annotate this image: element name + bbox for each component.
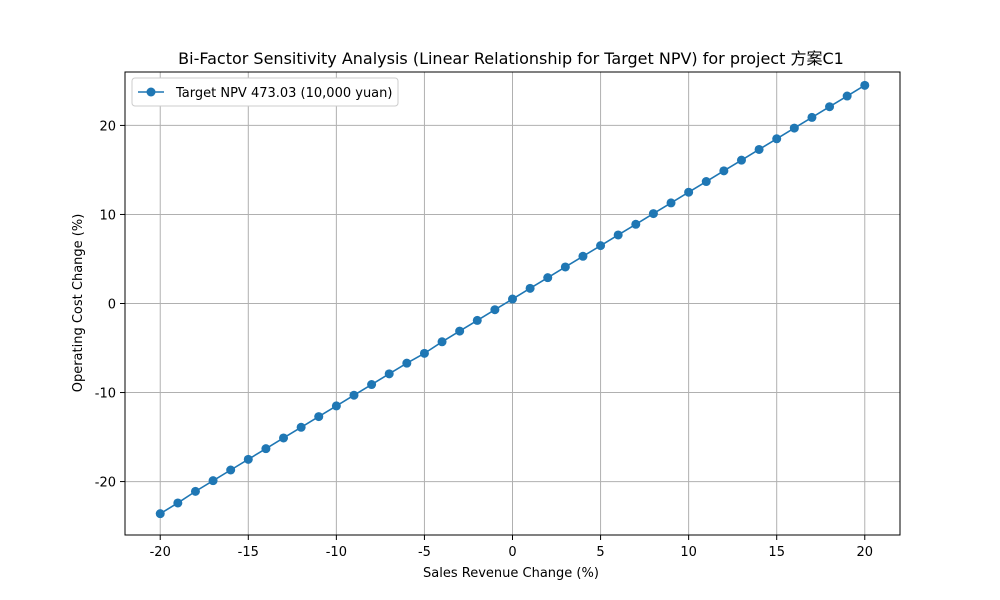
data-point <box>155 509 165 519</box>
y-tick-label: 20 <box>99 119 116 134</box>
data-point <box>190 486 200 496</box>
data-point <box>613 230 623 240</box>
x-tick-label: 20 <box>856 545 873 560</box>
y-axis: -20 -10 0 10 20 <box>95 119 125 491</box>
data-point <box>402 358 412 368</box>
series-layer <box>155 80 870 519</box>
data-point <box>560 262 570 272</box>
y-tick-label: -20 <box>95 476 116 491</box>
x-tick-label: -15 <box>238 545 259 560</box>
y-axis-label: Operating Cost Change (%) <box>71 214 86 393</box>
x-axis-label: Sales Revenue Change (%) <box>423 566 599 581</box>
chart-title: Bi-Factor Sensitivity Analysis (Linear R… <box>178 49 844 68</box>
data-point <box>508 294 517 304</box>
x-tick-label: -20 <box>150 545 171 560</box>
data-point <box>490 305 500 315</box>
x-tick-label: 5 <box>596 545 604 560</box>
data-point <box>261 444 271 454</box>
data-point <box>648 209 658 219</box>
x-tick-label: -5 <box>418 545 431 560</box>
x-tick-label: 15 <box>768 545 785 560</box>
data-point <box>279 433 289 443</box>
data-point <box>173 498 183 508</box>
data-point <box>226 465 236 475</box>
data-point <box>825 102 835 112</box>
data-point <box>701 177 711 187</box>
data-point <box>367 380 377 390</box>
x-tick-label: -10 <box>326 545 347 560</box>
data-point <box>437 337 447 347</box>
data-point <box>331 401 341 411</box>
data-point <box>455 326 465 336</box>
x-axis: -20 -15 -10 -5 0 5 10 15 20 <box>150 535 873 560</box>
data-point <box>296 422 306 432</box>
data-point <box>419 348 429 358</box>
x-tick-label: 10 <box>680 545 697 560</box>
data-point <box>772 134 782 144</box>
data-point <box>596 241 606 251</box>
data-point <box>719 166 729 176</box>
data-point <box>543 273 553 283</box>
data-point <box>349 390 359 400</box>
x-tick-label: 0 <box>508 545 516 560</box>
legend-label: Target NPV 473.03 (10,000 yuan) <box>175 86 392 101</box>
data-point <box>243 454 253 464</box>
data-point <box>860 80 870 90</box>
y-tick-label: -10 <box>95 387 116 402</box>
grid <box>125 72 900 535</box>
data-point <box>754 144 764 154</box>
data-point <box>684 187 694 197</box>
data-point <box>631 219 641 229</box>
data-point <box>807 112 817 122</box>
data-point <box>666 198 676 208</box>
data-point <box>789 123 799 133</box>
data-point <box>472 315 482 325</box>
data-point <box>384 369 394 379</box>
data-point <box>314 412 324 422</box>
data-point <box>578 251 588 261</box>
data-point <box>208 476 218 486</box>
legend: Target NPV 473.03 (10,000 yuan) <box>131 77 399 107</box>
data-point <box>736 155 746 165</box>
legend-box <box>131 77 399 107</box>
y-tick-label: 10 <box>99 208 116 223</box>
data-point <box>525 283 535 293</box>
data-point <box>842 91 852 101</box>
legend-marker <box>146 87 156 97</box>
y-tick-label: 0 <box>108 298 116 313</box>
